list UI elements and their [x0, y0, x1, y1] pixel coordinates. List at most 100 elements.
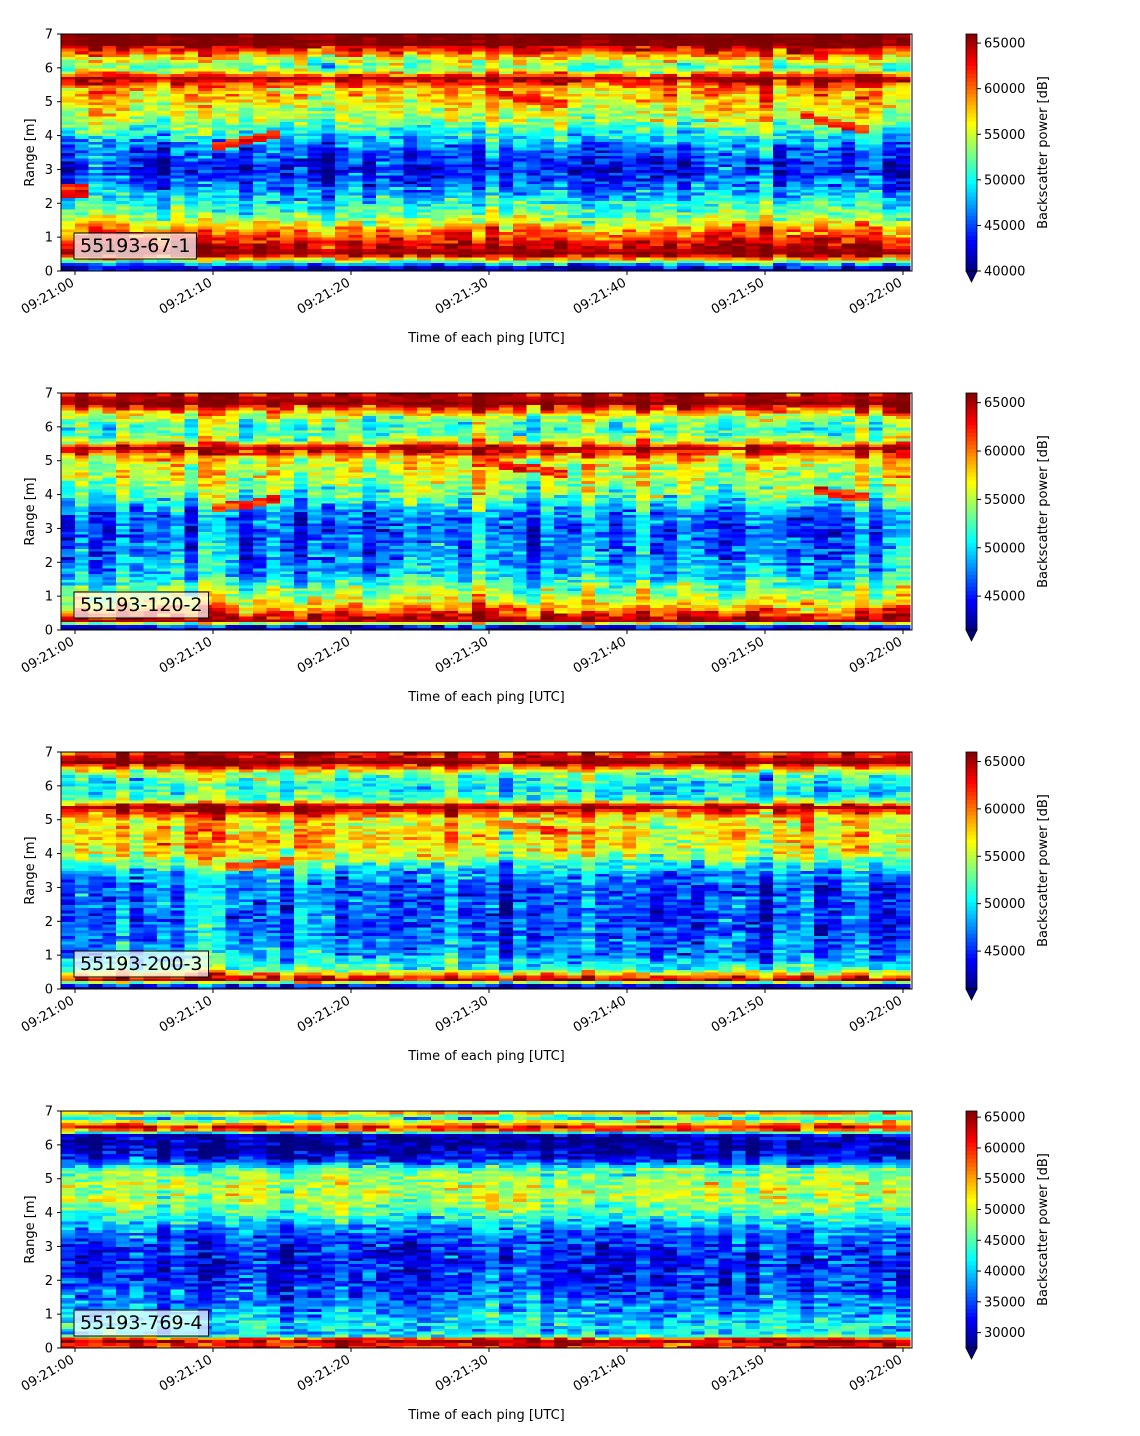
heatmap-cell [293, 36, 309, 41]
heatmap-cell [74, 65, 90, 69]
heatmap-cell [458, 93, 473, 97]
heatmap-cell [198, 87, 213, 92]
heatmap-cell [512, 177, 528, 182]
heatmap-cell [293, 96, 309, 100]
heatmap-cell [376, 177, 391, 182]
heatmap-cell [239, 180, 254, 185]
heatmap-cell [211, 234, 227, 238]
heatmap-cell [334, 248, 350, 252]
heatmap-cell [293, 183, 309, 187]
heatmap-cell [88, 118, 103, 123]
heatmap-cell [334, 141, 350, 145]
heatmap-cell [471, 96, 487, 100]
heatmap-cell [526, 118, 541, 123]
heatmap-cell [74, 149, 90, 154]
heatmap-cell [485, 118, 500, 123]
heatmap-cell [334, 146, 350, 151]
heatmap-cell [102, 73, 117, 77]
heatmap-cell [143, 211, 158, 216]
heatmap-cell [102, 141, 117, 145]
heatmap-cell [485, 76, 500, 80]
heatmap-cell [362, 98, 377, 103]
heatmap-cell [376, 175, 391, 179]
heatmap-cell [293, 59, 309, 63]
heatmap-cell [376, 180, 391, 185]
heatmap-cell [458, 34, 473, 38]
heatmap-cell [321, 172, 336, 176]
heatmap-cell [348, 135, 363, 139]
heatmap-cell [252, 56, 268, 60]
heatmap-cell [198, 158, 213, 162]
heatmap-cell [499, 158, 514, 162]
heatmap-cell [389, 231, 405, 235]
heatmap-cell [348, 262, 363, 266]
heatmap-cell [225, 186, 240, 190]
heatmap-cell [499, 48, 514, 52]
heatmap-cell [458, 194, 473, 199]
heatmap-cell [88, 70, 103, 75]
heatmap-cell [115, 98, 131, 103]
heatmap-cell [512, 48, 528, 52]
heatmap-cell [321, 220, 336, 224]
heatmap-cell [512, 203, 528, 207]
heatmap-cell [348, 228, 363, 233]
heatmap-cell [348, 200, 363, 204]
heatmap-cell [157, 214, 172, 218]
heatmap-cell [184, 42, 199, 46]
heatmap-cell [430, 149, 446, 154]
heatmap-cell [471, 149, 487, 154]
heatmap-cell [239, 242, 254, 247]
heatmap-cell [321, 135, 336, 139]
heatmap-cell [444, 56, 459, 60]
heatmap-cell [321, 98, 336, 103]
heatmap-cell [170, 53, 185, 58]
heatmap-cell [376, 248, 391, 252]
heatmap-cell [198, 231, 213, 235]
heatmap-cell [362, 256, 377, 261]
heatmap-cell [239, 79, 254, 83]
heatmap-cell [403, 135, 418, 139]
heatmap-cell [307, 248, 322, 252]
heatmap-cell [430, 144, 446, 148]
heatmap-cell [293, 254, 309, 258]
heatmap-cell [266, 53, 281, 58]
heatmap-cell [239, 200, 254, 204]
heatmap-cell [143, 132, 158, 137]
heatmap-cell [307, 144, 322, 148]
heatmap-cell [280, 73, 295, 77]
heatmap-cell [307, 203, 322, 207]
heatmap-cell [348, 104, 363, 108]
heatmap-cell [376, 268, 391, 272]
heatmap-cell [102, 81, 117, 86]
heatmap-cell [485, 242, 500, 247]
heatmap-cell [266, 242, 281, 247]
heatmap-cell [348, 115, 363, 120]
heatmap-cell [376, 158, 391, 162]
heatmap-cell [143, 180, 158, 185]
heatmap-cell [239, 132, 254, 137]
heatmap-cell [389, 39, 405, 44]
heatmap-cell [252, 87, 268, 92]
heatmap-cell [143, 70, 158, 75]
heatmap-cell [485, 36, 500, 41]
heatmap-cell [170, 93, 185, 97]
heatmap-cell [307, 254, 322, 258]
heatmap-cell [102, 160, 117, 165]
heatmap-cell [280, 175, 295, 179]
heatmap-cell [239, 127, 254, 131]
heatmap-cell [184, 265, 199, 269]
heatmap-cell [444, 197, 459, 202]
heatmap-cell [499, 194, 514, 199]
heatmap-cell [225, 45, 240, 49]
heatmap-cell [280, 96, 295, 100]
heatmap-cell [512, 265, 528, 269]
heatmap-cell [266, 56, 281, 60]
heatmap-cell [430, 192, 446, 196]
heatmap-cell [348, 214, 363, 218]
heatmap-cell [239, 228, 254, 233]
heatmap-cell [143, 268, 158, 272]
heatmap-cell [129, 144, 144, 148]
heatmap-cell [376, 87, 391, 92]
heatmap-cell [88, 48, 103, 52]
